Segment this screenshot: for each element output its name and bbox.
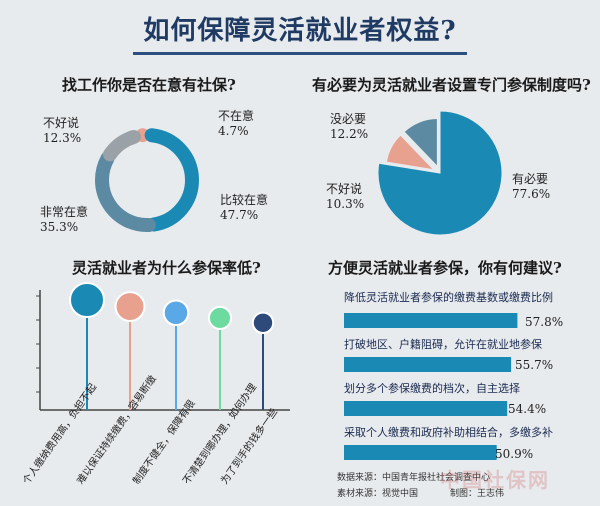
- suggestion-value-2: 55.7%: [515, 358, 554, 372]
- chart-maker: 制图：王志伟: [450, 489, 505, 499]
- pie-label-buhaoshuo: 不好说 10.3%: [326, 182, 365, 211]
- reason-dot-5: [251, 311, 275, 334]
- suggestion-value-4: 50.9%: [495, 447, 534, 461]
- page-title: 如何保障灵活就业者权益?: [143, 16, 457, 46]
- donut-chart-title: 找工作你是否在意有社保?: [62, 76, 236, 94]
- reason-dot-2: [114, 291, 146, 322]
- suggestion-label-2: 打破地区、户籍阻碍，允许在就业地参保: [344, 338, 542, 351]
- pie-chart-title: 有必要为灵活就业者设置专门参保制度吗?: [312, 76, 591, 94]
- suggestion-label-1: 降低灵活就业者参保的缴费基数或缴费比例: [344, 291, 553, 304]
- donut-label-feichangzaiyi: 非常在意 35.3%: [40, 205, 89, 234]
- reason-dot-1: [69, 282, 105, 318]
- data-source: 数据来源：中国青年报社社会调查中心: [337, 473, 491, 483]
- title-area: 如何保障灵活就业者权益?: [0, 0, 600, 58]
- donut-label-buhaoshuo: 不好说 12.3%: [43, 116, 82, 145]
- donut-slice-4: [103, 129, 141, 162]
- suggestion-value-3: 54.4%: [508, 402, 547, 416]
- reason-dot-3: [162, 299, 190, 327]
- suggestion-label-3: 划分多个参保缴费的档次，自主选择: [344, 382, 520, 395]
- reason-dot-4: [207, 305, 233, 331]
- suggestion-bar-4: [344, 445, 497, 460]
- suggestion-bar-2: [344, 357, 512, 372]
- pie-label-meibiyao: 没必要 12.2%: [330, 112, 369, 141]
- suggestion-bar-1: [344, 313, 518, 328]
- suggestions-chart-title: 方便灵活就业者参保，你有何建议?: [328, 259, 562, 277]
- donut-slice-3: [95, 151, 156, 232]
- material-source: 素材来源：视觉中国: [337, 489, 419, 499]
- title-underline: [133, 52, 467, 55]
- suggestion-value-1: 57.8%: [525, 315, 564, 329]
- donut-label-buzaiyi: 不在意 4.7%: [218, 109, 255, 138]
- suggestion-label-4: 采取个人缴费和政府补助相结合，多缴多补: [344, 426, 553, 439]
- donut-slice-2: [144, 128, 199, 232]
- suggestion-bar-3: [344, 401, 508, 416]
- pie-slice-1: [377, 110, 503, 236]
- pie-slice-3: [403, 118, 438, 168]
- pie-slice-2: [385, 134, 436, 171]
- watermark-logo: 中国社保网: [440, 468, 550, 492]
- donut-label-bijiaozaiyi: 比较在意 47.7%: [220, 193, 269, 222]
- reasons-chart-title: 灵活就业者为什么参保率低?: [72, 259, 261, 277]
- pie-label-youbiyao: 有必要 77.6%: [512, 172, 551, 201]
